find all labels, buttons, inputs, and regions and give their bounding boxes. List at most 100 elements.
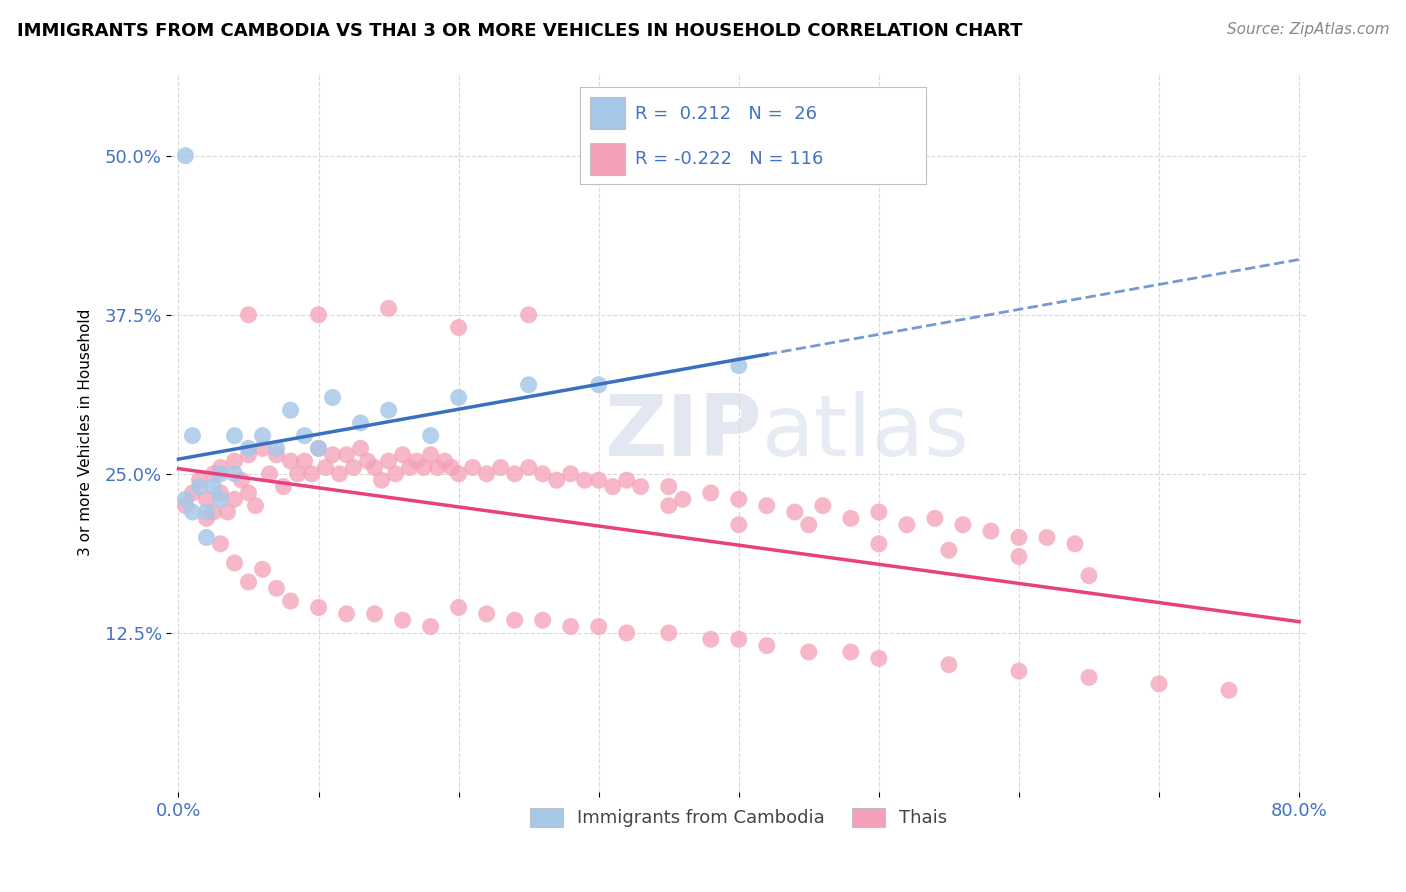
Point	[896, 517, 918, 532]
Point	[938, 657, 960, 672]
Point	[391, 613, 413, 627]
Point	[322, 448, 344, 462]
Point	[517, 377, 540, 392]
Point	[224, 492, 246, 507]
Point	[181, 486, 204, 500]
Point	[658, 499, 681, 513]
Point	[384, 467, 406, 481]
Point	[363, 460, 385, 475]
Text: ZIP: ZIP	[603, 391, 762, 474]
Point	[209, 486, 232, 500]
Point	[370, 473, 392, 487]
Point	[727, 517, 749, 532]
Point	[308, 442, 330, 456]
Point	[273, 479, 295, 493]
Point	[294, 428, 316, 442]
Point	[797, 645, 820, 659]
Point	[238, 308, 260, 322]
Point	[181, 505, 204, 519]
Point	[616, 626, 638, 640]
Point	[266, 442, 288, 456]
Point	[217, 505, 239, 519]
Point	[1008, 531, 1031, 545]
Point	[447, 467, 470, 481]
Point	[412, 460, 434, 475]
Point	[238, 448, 260, 462]
Point	[224, 556, 246, 570]
Point	[1008, 664, 1031, 678]
Point	[433, 454, 456, 468]
Point	[419, 448, 441, 462]
Point	[1064, 537, 1087, 551]
Point	[546, 473, 568, 487]
Point	[727, 492, 749, 507]
Point	[839, 511, 862, 525]
Point	[868, 505, 890, 519]
Point	[560, 467, 582, 481]
Point	[938, 543, 960, 558]
Point	[322, 391, 344, 405]
Point	[1008, 549, 1031, 564]
Point	[475, 467, 498, 481]
Point	[280, 594, 302, 608]
Point	[224, 467, 246, 481]
Point	[266, 582, 288, 596]
Point	[811, 499, 834, 513]
Point	[202, 467, 225, 481]
Point	[308, 308, 330, 322]
Point	[447, 600, 470, 615]
Point	[868, 537, 890, 551]
Point	[174, 499, 197, 513]
Point	[461, 460, 484, 475]
Point	[195, 511, 218, 525]
Point	[755, 639, 778, 653]
Text: IMMIGRANTS FROM CAMBODIA VS THAI 3 OR MORE VEHICLES IN HOUSEHOLD CORRELATION CHA: IMMIGRANTS FROM CAMBODIA VS THAI 3 OR MO…	[17, 22, 1022, 40]
Point	[1147, 677, 1170, 691]
Point	[602, 479, 624, 493]
Point	[1078, 568, 1101, 582]
Point	[588, 473, 610, 487]
Point	[1078, 670, 1101, 684]
Point	[174, 492, 197, 507]
Point	[224, 428, 246, 442]
Point	[280, 403, 302, 417]
Point	[658, 479, 681, 493]
Point	[868, 651, 890, 665]
Point	[259, 467, 281, 481]
Legend: Immigrants from Cambodia, Thais: Immigrants from Cambodia, Thais	[523, 801, 955, 835]
Point	[195, 492, 218, 507]
Point	[405, 454, 427, 468]
Y-axis label: 3 or more Vehicles in Household: 3 or more Vehicles in Household	[79, 309, 93, 557]
Point	[588, 619, 610, 633]
Point	[517, 460, 540, 475]
Point	[301, 467, 323, 481]
Point	[195, 505, 218, 519]
Point	[391, 448, 413, 462]
Point	[560, 619, 582, 633]
Point	[231, 473, 253, 487]
Point	[287, 467, 309, 481]
Point	[356, 454, 378, 468]
Point	[238, 442, 260, 456]
Point	[658, 626, 681, 640]
Point	[503, 613, 526, 627]
Point	[517, 308, 540, 322]
Point	[280, 454, 302, 468]
Point	[335, 607, 357, 621]
Point	[342, 460, 364, 475]
Point	[252, 428, 274, 442]
Point	[224, 454, 246, 468]
Point	[188, 473, 211, 487]
Point	[419, 619, 441, 633]
Point	[1218, 683, 1240, 698]
Text: Source: ZipAtlas.com: Source: ZipAtlas.com	[1226, 22, 1389, 37]
Point	[447, 320, 470, 334]
Point	[195, 531, 218, 545]
Point	[335, 448, 357, 462]
Point	[447, 391, 470, 405]
Point	[209, 492, 232, 507]
Point	[419, 428, 441, 442]
Point	[426, 460, 449, 475]
Point	[202, 479, 225, 493]
Point	[839, 645, 862, 659]
